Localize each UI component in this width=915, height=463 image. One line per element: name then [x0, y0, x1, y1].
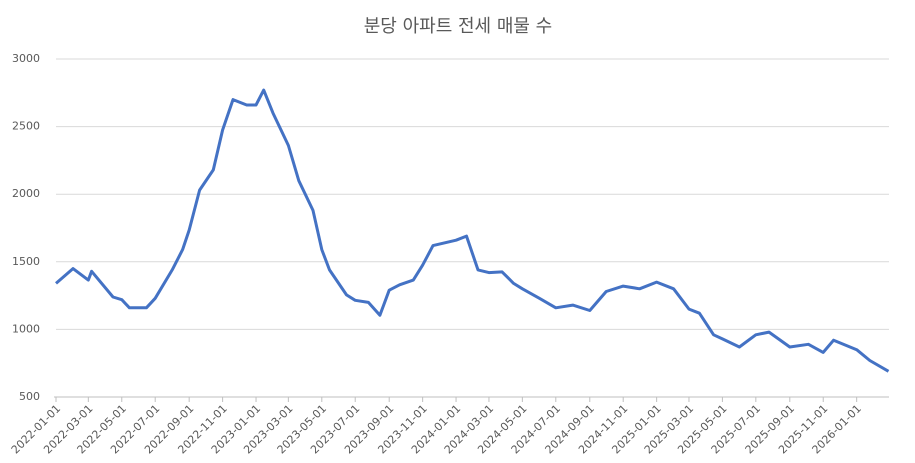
chart-title: 분당 아파트 전세 매물 수 [364, 16, 553, 37]
y-tick-label: 2500 [12, 120, 40, 133]
y-tick-label: 1500 [12, 255, 40, 268]
y-tick-label: 2000 [12, 187, 40, 200]
y-tick-label: 3000 [12, 52, 40, 65]
y-tick-label: 500 [19, 390, 40, 403]
line [55, 88, 890, 373]
y-tick-label: 1000 [12, 322, 40, 335]
